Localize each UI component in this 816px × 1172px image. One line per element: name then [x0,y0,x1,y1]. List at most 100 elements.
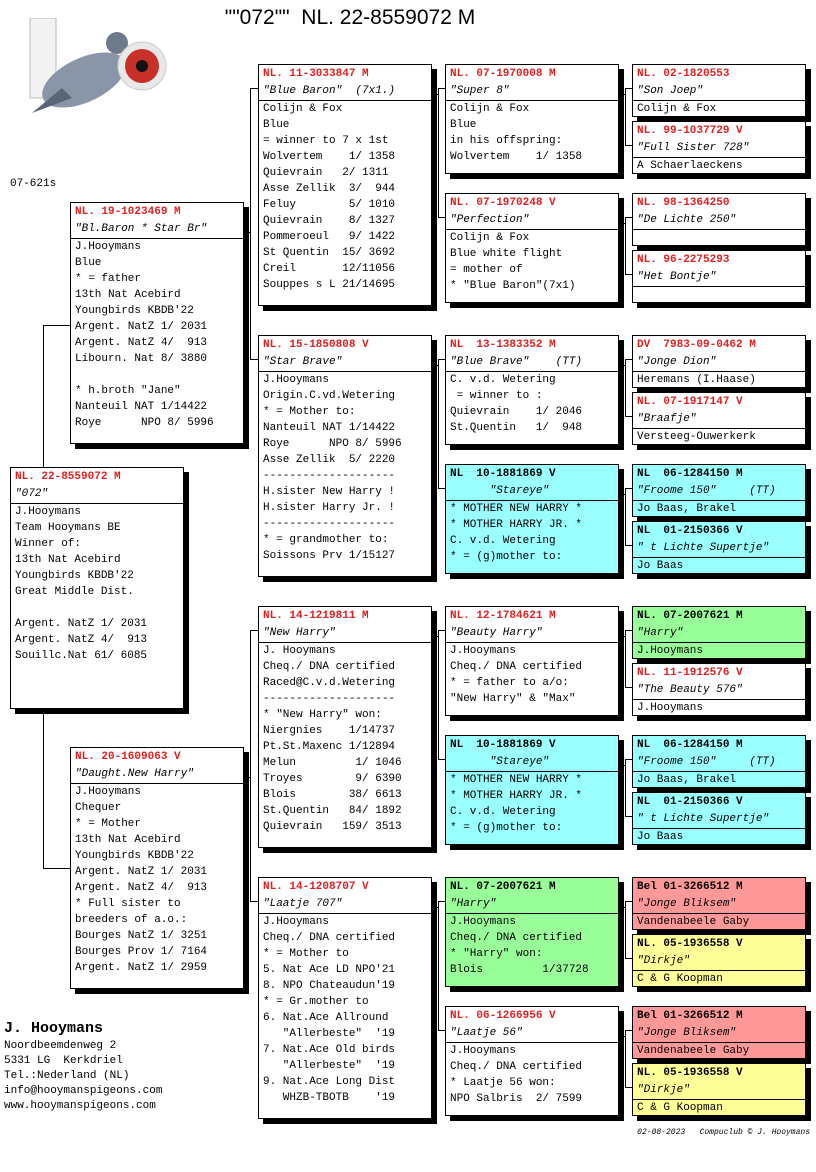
pigeon-name: "Full Sister 728" [633,140,805,158]
info-line: * = Gr.mother to [263,996,369,1008]
connector [625,1030,632,1031]
info-line: -------------------- [263,518,396,530]
ring-number: NL. 22-8559072 M [15,471,121,483]
info-line: Quievrain 159/ 3513 [263,821,402,833]
pigeon-name: " t Lichte Supertje" [633,811,805,829]
logo [29,18,167,113]
info-line: Argent. NatZ 4/ 913 [15,634,148,646]
info-line: St.Quentin 84/ 1892 [263,805,402,817]
info-line: Nanteuil NAT 1/14422 [263,422,396,434]
info-line: Jo Baas [637,560,684,572]
info-line: * MOTHER NEW HARRY * [450,774,583,786]
ring-number: NL. 06-1266956 V [450,1010,556,1022]
info-line: Jo Baas [637,831,684,843]
ring-number: NL. 07-2007621 M [637,610,743,622]
info-line: * h.broth "Jane" [75,385,181,397]
connector [619,1036,625,1037]
pedigree-box: DV 7983-09-0462 M "Jonge Dion" Heremans (I… [632,335,806,388]
pigeon-name: "072" [11,486,183,504]
ring-number: NL. 11-3033847 M [263,68,369,80]
ring-number: NL 13-1383352 M [450,339,556,351]
pedigree-box: Bel 01-3266512 M "Jonge Bliksem" Vandenabe… [632,877,806,930]
pedigree-box: NL. 96-2275293 "Het Bontje" [632,250,806,303]
connector [250,88,251,359]
ring-number: NL 01-2150366 V [637,525,743,537]
info-line: * "New Harry" won: [263,709,382,721]
info-line: * "Blue Baron"(7x1) [450,280,576,292]
pedigree-box: NL 13-1383352 M "Blue Brave" (TT) C. v.d. … [445,335,619,445]
info-line: Blois 1/37728 [450,964,589,976]
info-line: Wolvertem 1/ 1358 [450,151,583,163]
connector [625,217,632,218]
info-line: * = Mother to: [263,406,356,418]
pigeon-name: "Daught.New Harry" [71,766,243,784]
info-line: Great Middle Dist. [15,586,134,598]
pedigree-box: NL 06-1284150 M "Froome 150" (TT) Jo Baas,… [632,735,806,788]
connector [438,88,445,89]
info-line: Creil 12/11056 [263,263,396,275]
pigeon-name: "Jonge Bliksem" [633,1025,805,1043]
pigeon-name: "Braafje" [633,411,805,429]
connector [625,145,632,146]
pedigree-box: Bel 01-3266512 M "Jonge Bliksem" Vandenabe… [632,1006,806,1059]
pigeon-name: "Harry" [633,625,805,643]
ring-number: Bel 01-3266512 M [637,1010,743,1022]
info-line: Cheq./ DNA certified [450,661,583,673]
info-line: Colijn & Fox [637,103,717,115]
ring-number: NL. 07-1970008 M [450,68,556,80]
info-line: Vandenabeele Gaby [637,916,750,928]
connector [619,494,625,495]
info-line: Soissons Prv 1/15127 [263,550,396,562]
info-line: C. v.d. Wetering [450,535,556,547]
connector [438,901,445,902]
pedigree-box: NL. 07-2007621 M "Harry" J.Hooymans [632,606,806,659]
connector [43,868,70,869]
ring-number: DV 7983-09-0462 M [637,339,756,351]
info-line: * = grandmother to: [263,534,389,546]
pigeon-name: "Het Bontje" [633,269,805,287]
connector [625,759,632,760]
info-line: Colijn & Fox [263,103,343,115]
pedigree-box: NL. 14-1219811 M "New Harry" J. Hooymans Ch… [258,606,432,848]
info-line: "New Harry" & "Max" [450,693,576,705]
connector [625,488,632,489]
pedigree-box: NL. 02-1820553 "Son Joep" Colijn & Fox [632,64,806,117]
ring-number: NL. 07-1970248 V [450,197,556,209]
ring-number: NL. 12-1784621 M [450,610,556,622]
info-line: Roye NPO 8/ 5996 [75,417,214,429]
info-line: J.Hooymans [450,1045,517,1057]
info-line: * = Mother [75,818,142,830]
ring-number: NL 06-1284150 M [637,468,743,480]
info-line: J.Hooymans [15,506,82,518]
info-line: Cheq./ DNA certified [263,661,396,673]
info-line: C. v.d. Wetering [450,374,556,386]
connector [438,488,445,489]
ring-number: NL. 14-1208707 V [263,881,369,893]
connector [438,901,439,1030]
pedigree-box: NL 06-1284150 M "Froome 150" (TT) Jo Baas,… [632,464,806,517]
ring-number: NL. 07-2007621 M [450,881,556,893]
info-line: Cheq./ DNA certified [450,932,583,944]
connector [438,759,445,760]
info-line: Argent. NatZ 4/ 913 [75,337,208,349]
info-line: Blois 38/ 6613 [263,789,402,801]
connector [438,359,439,488]
connector [250,630,258,631]
info-line: Heremans (I.Haase) [637,374,756,386]
connector [250,359,258,360]
connector [625,687,632,688]
info-line: in his offspring: [450,135,563,147]
pedigree-box: NL. 05-1936558 V "Dirkje" C & G Koopman [632,1063,806,1116]
pedigree-box: NL 01-2150366 V " t Lichte Supertje" Jo Ba… [632,792,806,845]
ring-number: NL. 07-1917147 V [637,396,743,408]
pedigree-box: NL. 14-1208707 V "Laatje 707" J.Hooymans Ch… [258,877,432,1119]
ring-number: NL. 14-1219811 M [263,610,369,622]
connector [432,365,438,366]
info-line: St Quentin 15/ 3692 [263,247,396,259]
connector [619,223,625,224]
connector [625,816,632,817]
info-line: Argent. NatZ 1/ 2031 [75,321,208,333]
pedigree-box: NL 10-1881869 V "Stareye" * MOTHER NEW HA… [445,735,619,845]
pigeon-name: "Son Joep" [633,83,805,101]
code-label: 07-621s [10,178,57,190]
